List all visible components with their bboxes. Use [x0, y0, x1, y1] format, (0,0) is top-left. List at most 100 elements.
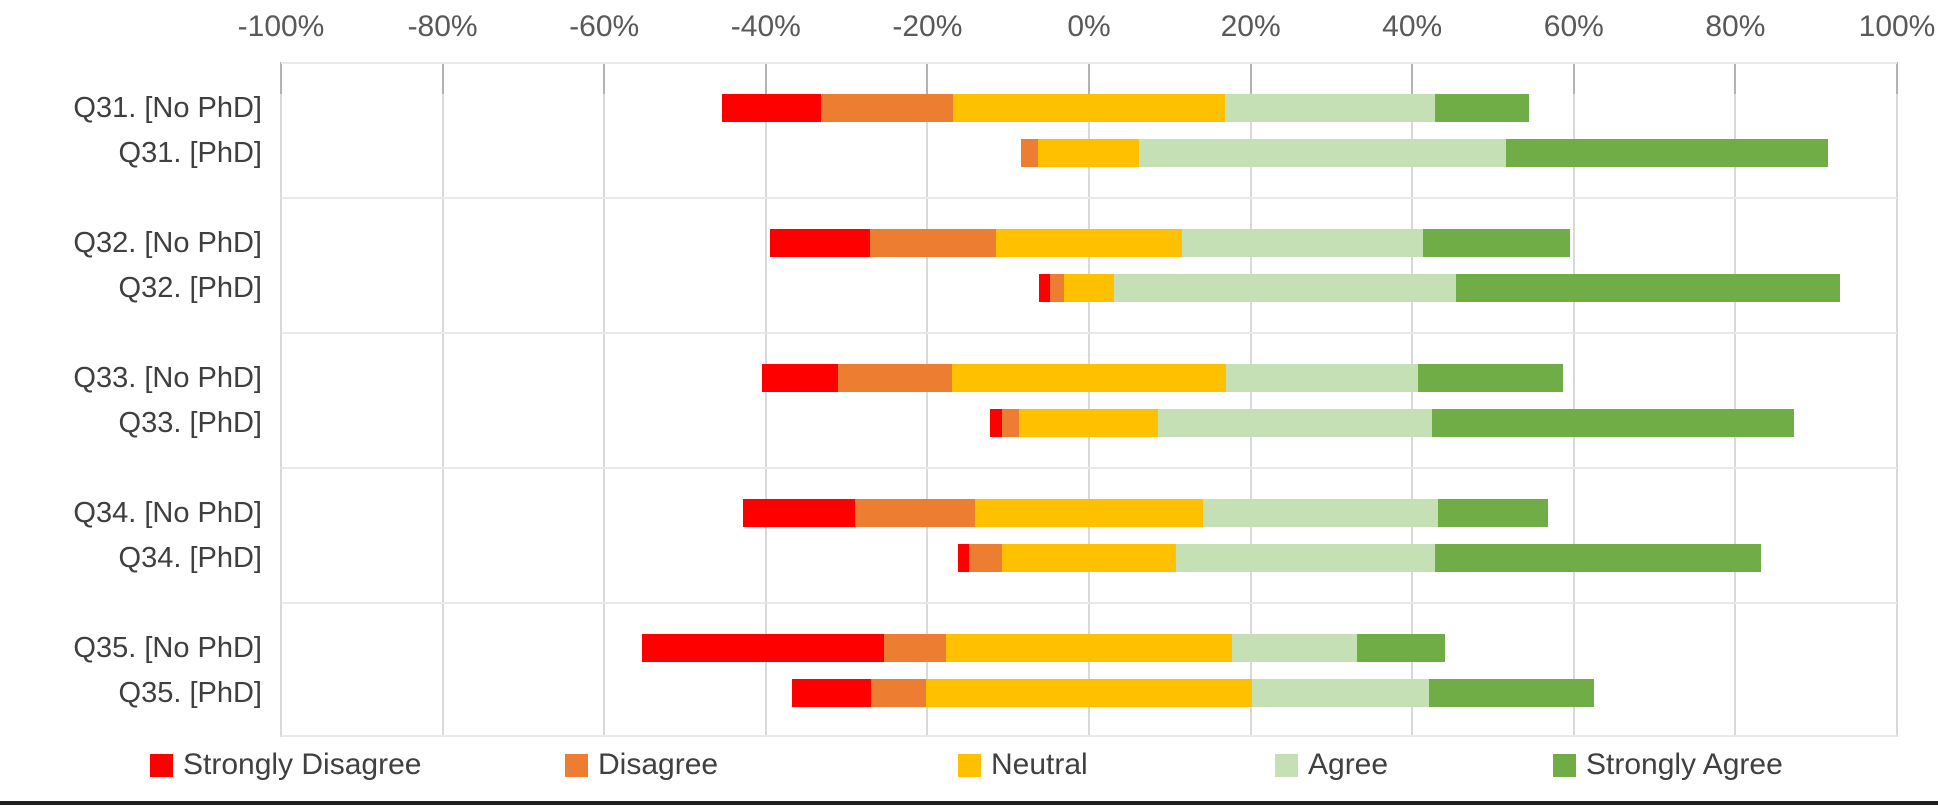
- category-label: Q35. [No PhD]: [73, 632, 262, 664]
- bar-segment-disagree: [838, 364, 953, 392]
- legend-swatch-strongly-agree: [1553, 753, 1576, 777]
- axis-tick-mark: [441, 62, 444, 94]
- legend-item-neutral: Neutral: [958, 748, 1088, 782]
- likert-bar-q34-phd-: [958, 544, 1762, 572]
- bar-segment-strongly-agree: [1506, 139, 1828, 167]
- bar-segment-neutral: [974, 499, 1204, 527]
- bar-segment-agree: [1158, 409, 1433, 437]
- legend-item-strongly-agree: Strongly Agree: [1553, 748, 1783, 782]
- legend-label: Disagree: [598, 748, 719, 781]
- legend-label: Strongly Disagree: [183, 748, 422, 781]
- bar-segment-disagree: [1050, 274, 1064, 302]
- bar-segment-neutral: [1001, 544, 1177, 572]
- bar-segment-agree: [1225, 364, 1419, 392]
- legend-label: Neutral: [991, 748, 1088, 781]
- legend-swatch-agree: [1275, 753, 1298, 777]
- bar-segment-neutral: [925, 679, 1253, 707]
- category-label: Q34. [No PhD]: [73, 497, 262, 529]
- x-axis-tick-label: 80%: [1705, 10, 1766, 43]
- x-axis-tick-label: 20%: [1220, 10, 1281, 43]
- category-label: Q33. [PhD]: [118, 407, 262, 439]
- legend-label: Agree: [1308, 748, 1389, 781]
- bar-segment-strongly-disagree: [791, 679, 871, 707]
- bar-segment-strongly-disagree: [1038, 274, 1051, 302]
- legend-swatch-neutral: [958, 753, 981, 777]
- x-axis-tick-label: 40%: [1382, 10, 1443, 43]
- bar-segment-agree: [1224, 94, 1435, 122]
- vertical-gridline: [1411, 62, 1414, 737]
- bar-segment-agree: [1114, 274, 1456, 302]
- likert-bar-q33-phd-: [989, 409, 1795, 437]
- likert-bar-q33-no-phd-: [762, 364, 1563, 392]
- x-axis-tick-label: -80%: [407, 10, 478, 43]
- group-separator-gridline: [281, 332, 1897, 334]
- bar-segment-agree: [1231, 634, 1357, 662]
- bar-segment-strongly-disagree: [641, 634, 885, 662]
- x-axis-tick-label: 60%: [1543, 10, 1604, 43]
- bar-segment-strongly-disagree: [722, 94, 821, 122]
- category-label: Q31. [No PhD]: [73, 92, 262, 124]
- bar-segment-strongly-agree: [1422, 229, 1570, 257]
- bar-segment-agree: [1176, 544, 1435, 572]
- likert-bar-q32-no-phd-: [769, 229, 1570, 257]
- bar-segment-agree: [1203, 499, 1439, 527]
- vertical-gridline: [1249, 62, 1252, 737]
- bar-segment-neutral: [1038, 139, 1140, 167]
- bar-segment-neutral: [1063, 274, 1115, 302]
- likert-bar-q35-phd-: [791, 679, 1594, 707]
- bar-segment-neutral: [996, 229, 1182, 257]
- bar-segment-strongly-agree: [1434, 544, 1762, 572]
- bar-segment-disagree: [969, 544, 1002, 572]
- bar-segment-disagree: [1001, 409, 1020, 437]
- vertical-gridline: [1896, 62, 1898, 737]
- group-separator-gridline: [281, 197, 1897, 199]
- plot-area: [280, 62, 1898, 737]
- bar-segment-strongly-disagree: [958, 544, 970, 572]
- x-axis-tick-label: -60%: [569, 10, 640, 43]
- bottom-divider-line: [0, 801, 1938, 805]
- category-label: Q31. [PhD]: [118, 137, 262, 169]
- axis-tick-mark: [1572, 62, 1575, 94]
- likert-bar-q32-phd-: [1038, 274, 1840, 302]
- x-axis-tick-label: -20%: [892, 10, 963, 43]
- bar-segment-disagree: [870, 679, 926, 707]
- axis-tick-mark: [1411, 62, 1414, 94]
- axis-tick-mark: [764, 62, 767, 94]
- category-label: Q34. [PhD]: [118, 542, 262, 574]
- bar-segment-strongly-disagree: [989, 409, 1002, 437]
- group-separator-gridline: [281, 467, 1897, 469]
- bar-segment-strongly-agree: [1455, 274, 1840, 302]
- bar-segment-neutral: [1019, 409, 1159, 437]
- bar-segment-disagree: [884, 634, 947, 662]
- vertical-gridline: [764, 62, 767, 737]
- likert-bar-q31-phd-: [1020, 139, 1828, 167]
- group-separator-gridline: [281, 602, 1897, 604]
- bar-segment-strongly-disagree: [762, 364, 839, 392]
- legend-item-strongly-disagree: Strongly Disagree: [150, 748, 421, 782]
- likert-bar-q35-no-phd-: [641, 634, 1445, 662]
- legend-item-agree: Agree: [1275, 748, 1388, 782]
- bar-segment-strongly-disagree: [742, 499, 856, 527]
- bar-segment-disagree: [1020, 139, 1039, 167]
- vertical-gridline: [926, 62, 929, 737]
- vertical-gridline: [1088, 62, 1090, 737]
- x-axis-tick-label: 0%: [1067, 10, 1111, 43]
- axis-tick-mark: [1249, 62, 1252, 94]
- bar-segment-neutral: [946, 634, 1232, 662]
- x-axis-tick-label: -100%: [237, 10, 325, 43]
- bar-segment-agree: [1252, 679, 1430, 707]
- vertical-gridline: [1572, 62, 1575, 737]
- axis-tick-mark: [1734, 62, 1737, 94]
- axis-tick-mark: [280, 62, 282, 94]
- bar-segment-agree: [1139, 139, 1507, 167]
- bar-segment-neutral: [952, 364, 1226, 392]
- x-axis-tick-label: -40%: [730, 10, 801, 43]
- group-separator-gridline: [281, 735, 1897, 737]
- category-label: Q32. [PhD]: [118, 272, 262, 304]
- bar-segment-agree: [1181, 229, 1423, 257]
- legend-swatch-disagree: [565, 753, 588, 777]
- bar-segment-strongly-agree: [1418, 364, 1563, 392]
- legend-swatch-strongly-disagree: [150, 753, 173, 777]
- bar-segment-strongly-agree: [1432, 409, 1795, 437]
